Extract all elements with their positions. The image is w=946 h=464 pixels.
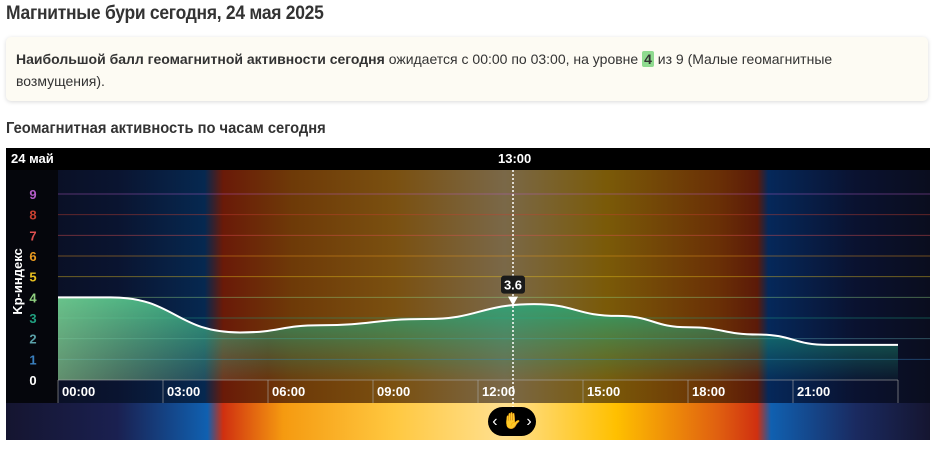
- y-axis-area: [6, 170, 58, 403]
- value-tooltip-bg: [501, 275, 525, 294]
- page-title: Магнитные бури сегодня, 24 мая 2025: [6, 3, 324, 24]
- series-line: [58, 296, 898, 346]
- timeline-scrubber[interactable]: [6, 403, 930, 440]
- section-title: Геомагнитная активность по часам сегодня: [6, 120, 326, 137]
- info-box: Наибольшой балл геомагнитной активности …: [6, 37, 928, 101]
- info-text-2: из 9 (Малые геомагнитные возмущения).: [16, 51, 833, 89]
- y-axis-label: Kp-индекс: [9, 248, 25, 315]
- x-tick-label: 12:00: [482, 384, 515, 399]
- chevron-left-icon: ‹: [492, 413, 498, 430]
- area-fill-highlight: [58, 297, 898, 380]
- scrubber-handle[interactable]: ‹ ✋ ›: [488, 407, 536, 436]
- x-tick-label: 06:00: [272, 384, 305, 399]
- x-tick-label: 18:00: [692, 384, 725, 399]
- y-tick-label: 6: [29, 249, 36, 264]
- hand-pointer-icon: ✋: [502, 413, 522, 430]
- value-tooltip: 3.6: [504, 278, 522, 293]
- x-tick-label: 03:00: [167, 384, 200, 399]
- date-label: 24 май: [11, 151, 54, 166]
- x-tick-label: 21:00: [797, 384, 830, 399]
- plot-svg: 0 1 2 3 4 5 6 7 8 9 00:00 03:00 06:00 09:00 12:00 15:00…: [29, 170, 930, 423]
- x-tick-label: 09:00: [377, 384, 410, 399]
- kp-chart[interactable]: 24 май 13:00 0 1 2 3 4 5 6 7 8 9 00:00 03:00 06:00 09…: [6, 148, 930, 440]
- info-bold: Наибольшой балл геомагнитной активности …: [16, 51, 385, 67]
- x-tick-label: 00:00: [62, 384, 95, 399]
- x-tick-label: 15:00: [587, 384, 620, 399]
- y-tick-label: 1: [29, 352, 36, 367]
- y-tick-label: 4: [29, 290, 37, 305]
- y-tick-label: 5: [29, 270, 36, 285]
- current-time-label: 13:00: [498, 151, 532, 166]
- y-tick-label: 9: [29, 187, 36, 202]
- y-tick-label: 3: [29, 311, 36, 326]
- level-badge: 4: [642, 51, 654, 67]
- current-marker-arrow: [508, 296, 518, 306]
- y-tick-label: 7: [29, 228, 36, 243]
- y-tick-label: 2: [29, 332, 36, 347]
- y-tick-label: 0: [29, 373, 36, 388]
- chevron-right-icon: ›: [526, 413, 532, 430]
- y-tick-label: 8: [29, 208, 36, 223]
- info-text: ожидается с 00:00 по 03:00, на уровне: [384, 51, 643, 67]
